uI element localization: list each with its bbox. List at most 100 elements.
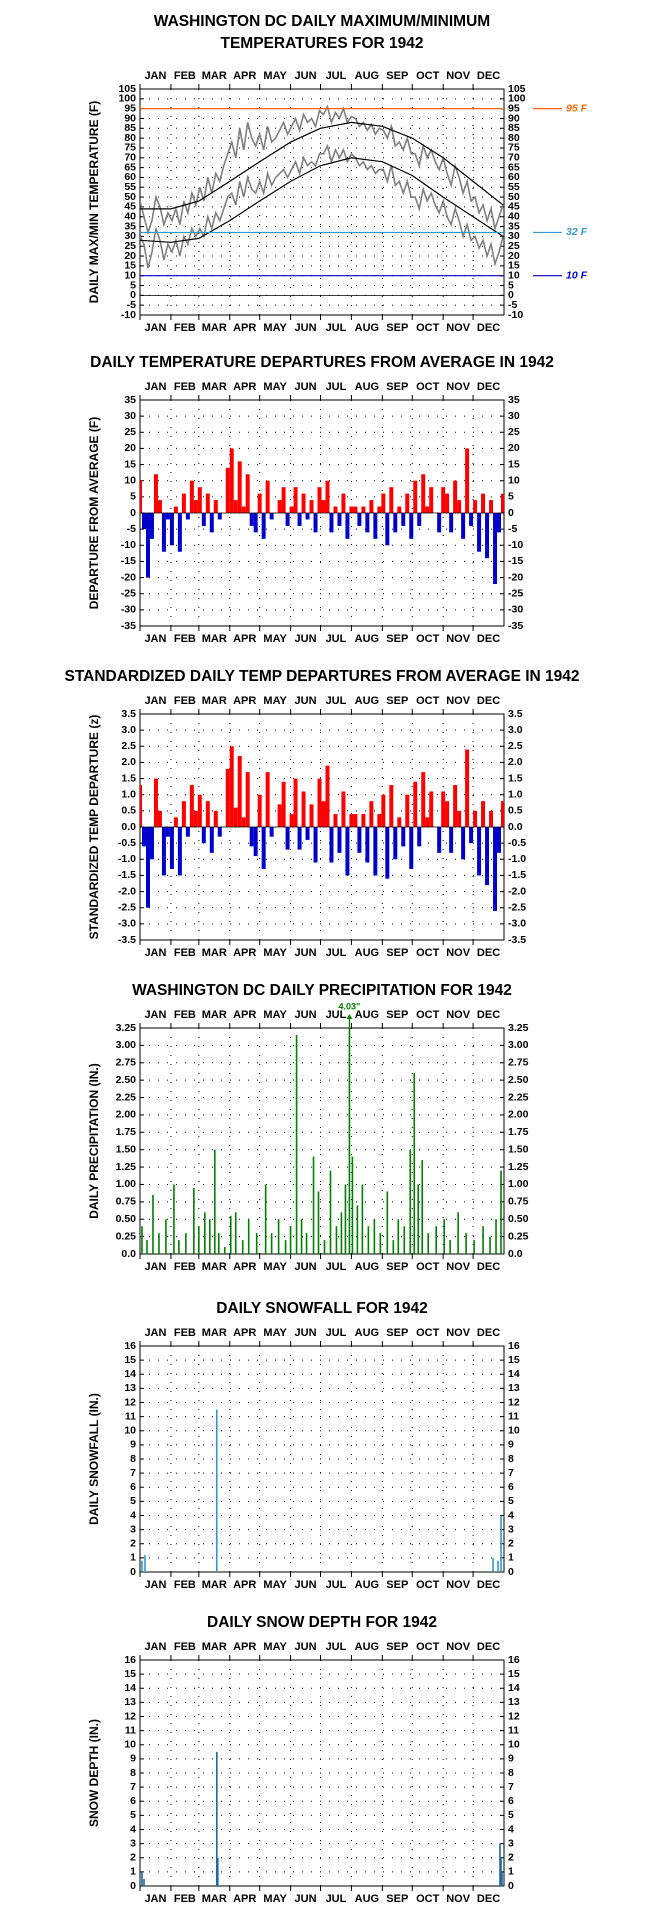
y-tick-label-right: -1.0 (508, 853, 526, 865)
month-label-bottom: MAY (263, 322, 287, 334)
bar (493, 827, 498, 911)
month-label-bottom: DEC (477, 1579, 500, 1591)
bar (169, 827, 174, 869)
y-tick-label-right: 85 (508, 122, 520, 134)
month-label-top: DEC (477, 1009, 500, 1021)
month-label-top: APR (233, 1009, 256, 1021)
bar (189, 785, 194, 827)
bar (204, 1212, 206, 1254)
bar (158, 1233, 160, 1254)
month-label-top: MAR (202, 695, 227, 707)
bar (421, 772, 426, 827)
bar (500, 1857, 502, 1886)
month-label-bottom: APR (233, 322, 256, 334)
month-label-top: JAN (144, 1009, 166, 1021)
y-tick-label-right: 5 (508, 1495, 514, 1507)
series-line (140, 121, 504, 210)
y-tick-label: 16 (124, 1654, 136, 1666)
month-label-bottom: OCT (416, 322, 440, 334)
bar (353, 814, 358, 827)
bar (393, 513, 398, 533)
y-tick-label: -0.5 (118, 837, 136, 849)
y-tick-label: 10 (124, 474, 136, 486)
reference-label: 10 F (566, 269, 588, 281)
panel: DAILY TEMPERATURE DEPARTURES FROM AVERAG… (87, 354, 554, 645)
bar (241, 506, 246, 513)
y-tick-label: 75 (124, 142, 136, 154)
month-label-bottom: MAR (202, 1579, 227, 1591)
y-tick-label-right: 15 (508, 260, 520, 272)
bar (146, 1240, 148, 1254)
bar (373, 1219, 376, 1254)
y-tick-label-right: 1.0 (508, 788, 523, 800)
y-tick-label: 0.75 (116, 1196, 137, 1208)
month-label-bottom: AUG (355, 947, 379, 959)
y-tick-label: 12 (124, 1710, 136, 1722)
y-tick-label-right: 3 (508, 1837, 514, 1849)
y-tick-label-right: 35 (508, 220, 520, 232)
y-tick-label: 4 (130, 1509, 136, 1521)
y-tick-label: 11 (125, 1410, 136, 1422)
month-label-bottom: DEC (477, 1261, 500, 1273)
y-tick-label-right: 13 (508, 1382, 520, 1394)
month-label-top: JUN (295, 70, 317, 82)
y-tick-label-right: 16 (508, 1340, 520, 1352)
bar (293, 487, 298, 513)
month-label-bottom: OCT (416, 1261, 440, 1273)
y-tick-label: 100 (118, 93, 136, 105)
bar (317, 487, 322, 513)
month-label-bottom: JAN (144, 1579, 166, 1591)
bar (213, 810, 218, 827)
bar (500, 1515, 502, 1572)
y-tick-label-right: 55 (508, 181, 520, 193)
month-label-top: MAR (202, 70, 227, 82)
month-label-top: JUN (295, 695, 317, 707)
y-tick-label-right: 1 (508, 1552, 514, 1564)
bar (499, 1843, 501, 1886)
bar (386, 1191, 389, 1254)
month-label-top: MAY (263, 70, 287, 82)
bar (493, 513, 498, 585)
bar (501, 801, 504, 827)
month-label-top: DEC (477, 381, 500, 393)
bar (241, 1240, 244, 1254)
bar (325, 480, 330, 513)
y-tick-label: 0.5 (121, 805, 136, 817)
bar (361, 1184, 364, 1254)
y-tick-label-right: 7 (508, 1781, 514, 1793)
y-tick-label: 8 (130, 1453, 136, 1465)
y-tick-label: 6 (130, 1795, 136, 1807)
month-label-bottom: DEC (477, 633, 500, 645)
y-tick-label: -2.0 (118, 885, 136, 897)
y-tick-label: 95 (124, 102, 136, 114)
bar (245, 474, 250, 513)
month-label-top: MAR (202, 381, 227, 393)
y-axis-title: DAILY MAX/MIN TEMPERATURE (F) (87, 101, 101, 303)
month-label-top: SEP (386, 381, 408, 393)
y-tick-label-right: -0.5 (508, 837, 526, 849)
bar (173, 817, 178, 827)
y-tick-label: 0 (130, 507, 136, 519)
bar (429, 791, 434, 827)
y-tick-label: 15 (124, 458, 136, 470)
month-label-top: AUG (355, 1009, 379, 1021)
bar (165, 513, 170, 520)
y-tick-label: -5 (127, 299, 136, 311)
y-tick-label: 13 (124, 1382, 136, 1394)
bar (157, 810, 162, 827)
bar (161, 827, 166, 876)
month-label-bottom: JUL (326, 1893, 347, 1905)
y-tick-label-right: 60 (508, 171, 520, 183)
bar (437, 513, 442, 533)
y-tick-label-right: 6 (508, 1795, 514, 1807)
bar (189, 480, 194, 513)
y-tick-label-right: 15 (508, 1668, 520, 1680)
y-tick-label: 8 (130, 1767, 136, 1779)
bar (241, 817, 246, 827)
y-tick-label-right: 4 (508, 1823, 514, 1835)
bar (381, 493, 386, 513)
bar (217, 1233, 220, 1254)
bar (465, 749, 470, 827)
bar (449, 827, 454, 853)
